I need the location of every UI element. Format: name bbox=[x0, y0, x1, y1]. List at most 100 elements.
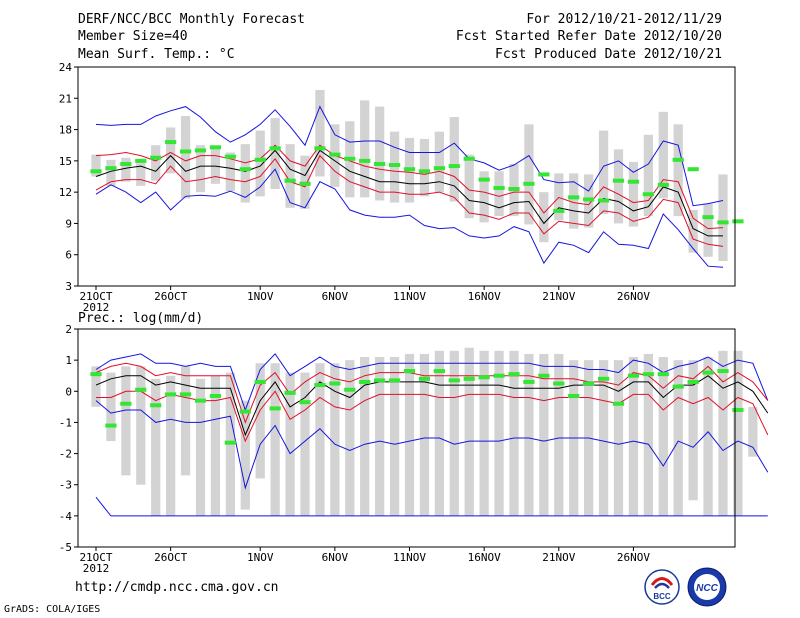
prec-x-tick-label: 11NOV bbox=[393, 551, 426, 564]
temp-box bbox=[195, 145, 206, 193]
temp-x-tick-label: 16NOV bbox=[468, 290, 501, 303]
prec-box bbox=[180, 366, 191, 476]
prec-median-marker bbox=[657, 372, 669, 377]
temp-median-marker bbox=[120, 161, 132, 166]
temp-y-tick-label: 21 bbox=[59, 92, 72, 105]
prec-median-marker bbox=[269, 406, 281, 411]
temp-median-marker bbox=[568, 195, 580, 200]
prec-box bbox=[628, 357, 639, 516]
prec-box bbox=[360, 357, 370, 516]
temp-box bbox=[598, 130, 609, 215]
temp-median-marker bbox=[463, 156, 475, 161]
prec-box bbox=[136, 366, 146, 485]
prec-median-marker bbox=[463, 376, 475, 381]
prec-box bbox=[479, 350, 489, 516]
temp-y-tick-label: 24 bbox=[59, 61, 73, 74]
prec-median-marker bbox=[135, 387, 147, 392]
temp-y-tick-label: 18 bbox=[59, 124, 72, 137]
prec-median-marker bbox=[523, 379, 535, 384]
temp-box bbox=[554, 173, 564, 221]
prec-median-marker bbox=[702, 370, 714, 375]
temp-median-marker bbox=[642, 192, 654, 197]
temp-median-marker bbox=[732, 219, 744, 224]
prec-x-tick-label: 6NOV bbox=[322, 551, 349, 564]
fcst-start-date-label: Fcst Started Refer Date 2012/10/20 bbox=[455, 29, 722, 44]
prec-box bbox=[166, 375, 176, 516]
temp-median-marker bbox=[269, 146, 281, 151]
prec-box bbox=[524, 353, 534, 516]
temp-x-tick-label: 6NOV bbox=[322, 290, 349, 303]
temp-box bbox=[360, 100, 370, 198]
prec-y-tick-label: -2 bbox=[59, 448, 72, 461]
prec-y-tick-label: -4 bbox=[59, 510, 73, 523]
prec-x-tick-label: 1NOV bbox=[247, 551, 274, 564]
temp-y-tick-label: 15 bbox=[59, 155, 72, 168]
temp-box bbox=[688, 209, 698, 253]
prec-box bbox=[464, 347, 474, 516]
prec-median-marker bbox=[553, 381, 565, 386]
temp-box bbox=[673, 124, 683, 217]
temp-median-marker bbox=[329, 152, 341, 157]
chart-title: DERF/NCC/BCC Monthly Forecast bbox=[78, 12, 305, 27]
temp-median-marker bbox=[224, 154, 236, 159]
temp-x-tick-label: 21OCT bbox=[79, 290, 112, 303]
temp-outer-lower-line bbox=[95, 168, 724, 268]
prec-box bbox=[300, 372, 310, 516]
temp-box bbox=[718, 174, 728, 261]
prec-median-marker bbox=[224, 440, 236, 445]
prec-year-label: 2012 bbox=[83, 562, 110, 575]
prec-box bbox=[151, 378, 161, 516]
prec-median-marker bbox=[732, 407, 744, 412]
temp-median-marker bbox=[612, 178, 625, 183]
temp-y-tick-label: 6 bbox=[65, 249, 72, 262]
prec-mean-line bbox=[95, 375, 769, 437]
temp-box bbox=[613, 149, 624, 224]
prec-median-marker bbox=[299, 400, 311, 405]
temp-box bbox=[494, 171, 504, 217]
prec-box bbox=[389, 357, 400, 516]
prec-median-marker bbox=[194, 398, 207, 403]
temp-median-marker bbox=[284, 178, 296, 183]
temp-box bbox=[569, 173, 579, 229]
prec-median-marker bbox=[403, 369, 416, 374]
prec-median-marker bbox=[314, 383, 326, 388]
prec-median-marker bbox=[612, 401, 625, 406]
prec-median-marker bbox=[179, 392, 192, 397]
temp-median-marker bbox=[627, 179, 640, 184]
prec-median-marker bbox=[209, 393, 222, 398]
prec-y-tick-label: -3 bbox=[59, 479, 72, 492]
prec-median-marker bbox=[254, 379, 266, 384]
temp-median-marker bbox=[239, 167, 251, 172]
prec-median-marker bbox=[478, 375, 490, 380]
prec-box bbox=[375, 357, 385, 516]
prec-box bbox=[748, 406, 758, 457]
bcc-logo: BCC bbox=[644, 569, 680, 605]
prec-x-tick-label: 26OCT bbox=[154, 551, 187, 564]
temp-box bbox=[240, 144, 250, 203]
prec-box bbox=[658, 357, 668, 516]
prec-y-tick-label: 2 bbox=[65, 323, 72, 336]
temp-median-marker bbox=[314, 146, 326, 151]
temp-box bbox=[449, 117, 459, 202]
temp-box bbox=[375, 106, 385, 201]
precip-panel-title: Prec.: log(mm/d) bbox=[78, 311, 203, 326]
temp-box bbox=[151, 145, 161, 181]
prec-box bbox=[240, 400, 250, 510]
temp-median-marker bbox=[687, 167, 699, 172]
temp-box bbox=[136, 158, 146, 186]
temp-median-marker bbox=[165, 140, 177, 145]
prec-x-tick-label: 16NOV bbox=[468, 551, 501, 564]
prec-box bbox=[270, 363, 280, 516]
temp-median-marker bbox=[523, 181, 535, 186]
temp-median-marker bbox=[254, 157, 266, 162]
temp-frame bbox=[77, 66, 736, 287]
temp-box bbox=[180, 116, 191, 199]
prec-inner-lower-line bbox=[96, 390, 769, 443]
temp-median-marker bbox=[359, 158, 371, 163]
prec-median-marker bbox=[597, 376, 610, 381]
prec-outer-upper-line bbox=[95, 353, 769, 412]
prec-box bbox=[419, 353, 430, 516]
prec-median-marker bbox=[418, 376, 431, 381]
prec-panel: -5 -4 -3 -2 -1 0 1 2 21OCT 26OCT 1NOV 6NOV 11NOV 16NO… bbox=[59, 323, 769, 575]
prec-box bbox=[688, 360, 698, 501]
